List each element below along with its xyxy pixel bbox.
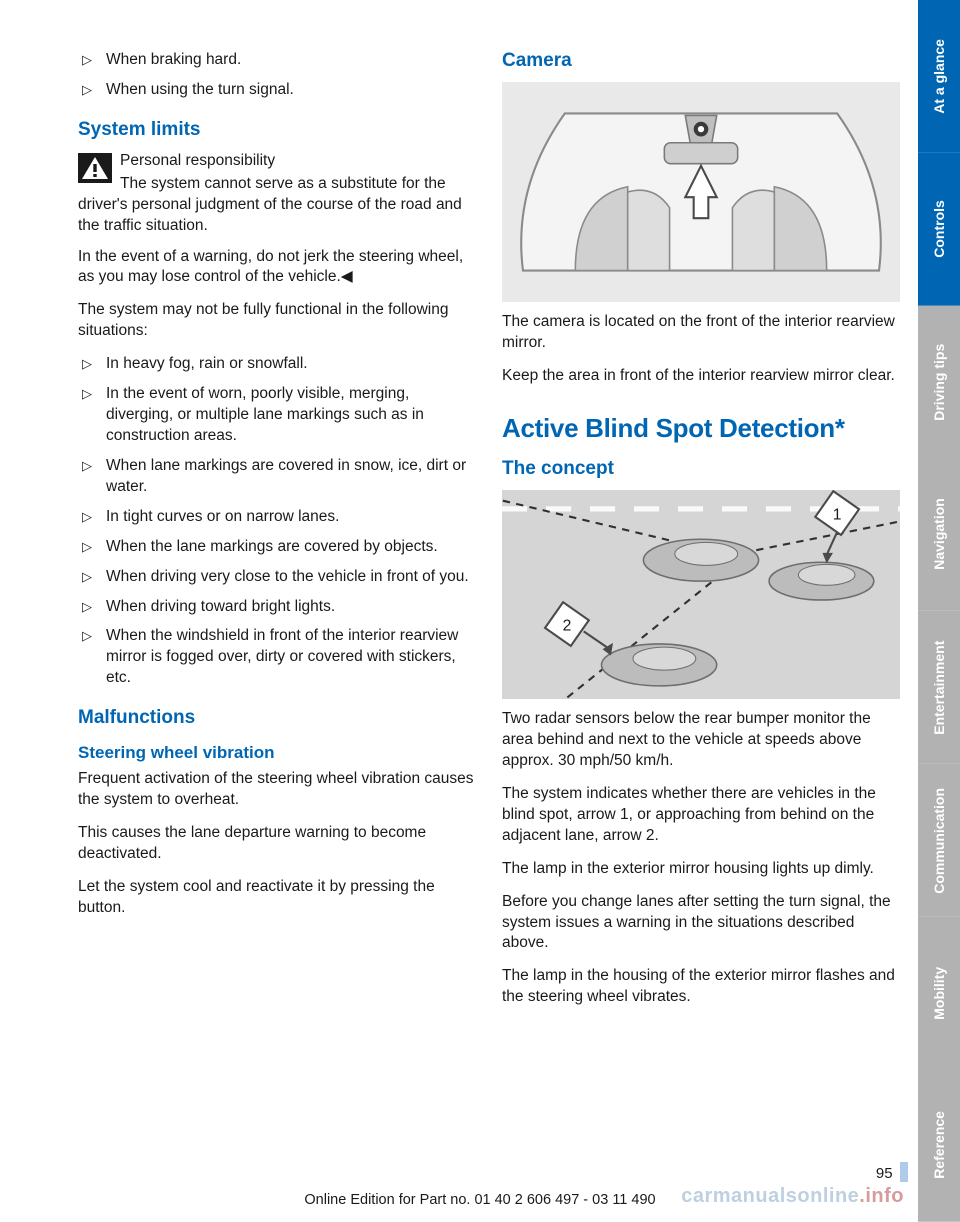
tab-driving-tips[interactable]: Driving tips xyxy=(918,306,960,459)
tab-mobility[interactable]: Mobility xyxy=(918,917,960,1070)
list-item: When the windshield in front of the inte… xyxy=(78,626,476,689)
side-tabs: At a glance Controls Driving tips Naviga… xyxy=(918,0,960,1222)
heading-concept: The concept xyxy=(502,458,900,480)
heading-camera: Camera xyxy=(502,50,900,72)
top-bullet-list: When braking hard. When using the turn s… xyxy=(78,50,476,101)
figure-blindspot: 1 2 xyxy=(502,490,900,699)
tab-controls[interactable]: Controls xyxy=(918,153,960,306)
subheading-steering: Steering wheel vibration xyxy=(78,743,476,763)
tab-navigation[interactable]: Navigation xyxy=(918,458,960,611)
limits-intro: The system may not be fully functional i… xyxy=(78,300,476,342)
list-item: In heavy fog, rain or snowfall. xyxy=(78,354,476,375)
concept-p2: The system indicates whether there are v… xyxy=(502,784,900,847)
warning-body-2: In the event of a warning, do not jerk t… xyxy=(78,247,476,289)
list-item: When lane markings are covered in snow, … xyxy=(78,456,476,498)
list-item: When driving very close to the vehicle i… xyxy=(78,567,476,588)
warning-title: Personal responsibility xyxy=(78,151,476,172)
concept-p4: Before you change lanes after setting th… xyxy=(502,892,900,955)
concept-p3: The lamp in the exterior mirror housing … xyxy=(502,859,900,880)
heading-malfunctions: Malfunctions xyxy=(78,707,476,729)
warning-body: The system cannot serve as a substitute … xyxy=(78,174,476,237)
limits-bullet-list: In heavy fog, rain or snowfall. In the e… xyxy=(78,354,476,689)
list-item: In tight curves or on narrow lanes. xyxy=(78,507,476,528)
figure-camera xyxy=(502,82,900,302)
heading-system-limits: System limits xyxy=(78,119,476,141)
malf-p3: Let the system cool and reactivate it by… xyxy=(78,877,476,919)
list-item: When the lane markings are covered by ob… xyxy=(78,537,476,558)
page-number: 95 xyxy=(876,1165,893,1182)
page-number-box: 95 xyxy=(876,1162,908,1182)
camera-p1: The camera is located on the front of th… xyxy=(502,312,900,354)
concept-p1: Two radar sensors below the rear bumper … xyxy=(502,709,900,772)
warning-icon xyxy=(78,153,112,183)
list-item: When braking hard. xyxy=(78,50,476,71)
watermark: carmanualsonline.info xyxy=(681,1185,904,1208)
tab-entertainment[interactable]: Entertainment xyxy=(918,611,960,764)
malf-p1: Frequent activation of the steering whee… xyxy=(78,769,476,811)
page-number-bar xyxy=(900,1162,908,1182)
list-item: When driving toward bright lights. xyxy=(78,597,476,618)
concept-p5: The lamp in the housing of the exterior … xyxy=(502,966,900,1008)
camera-p2: Keep the area in front of the interior r… xyxy=(502,366,900,387)
malf-p2: This causes the lane departure warning t… xyxy=(78,823,476,865)
watermark-part1: carmanualsonline xyxy=(681,1185,859,1207)
list-item: In the event of worn, poorly visible, me… xyxy=(78,384,476,447)
heading-absd: Active Blind Spot Detection* xyxy=(502,413,900,444)
tab-communication[interactable]: Communication xyxy=(918,764,960,917)
svg-text:1: 1 xyxy=(833,506,842,523)
list-item: When using the turn signal. xyxy=(78,80,476,101)
svg-text:2: 2 xyxy=(563,617,572,634)
tab-at-a-glance[interactable]: At a glance xyxy=(918,0,960,153)
watermark-part2: .info xyxy=(859,1185,904,1207)
warning-block: Personal responsibility The system canno… xyxy=(78,151,476,237)
